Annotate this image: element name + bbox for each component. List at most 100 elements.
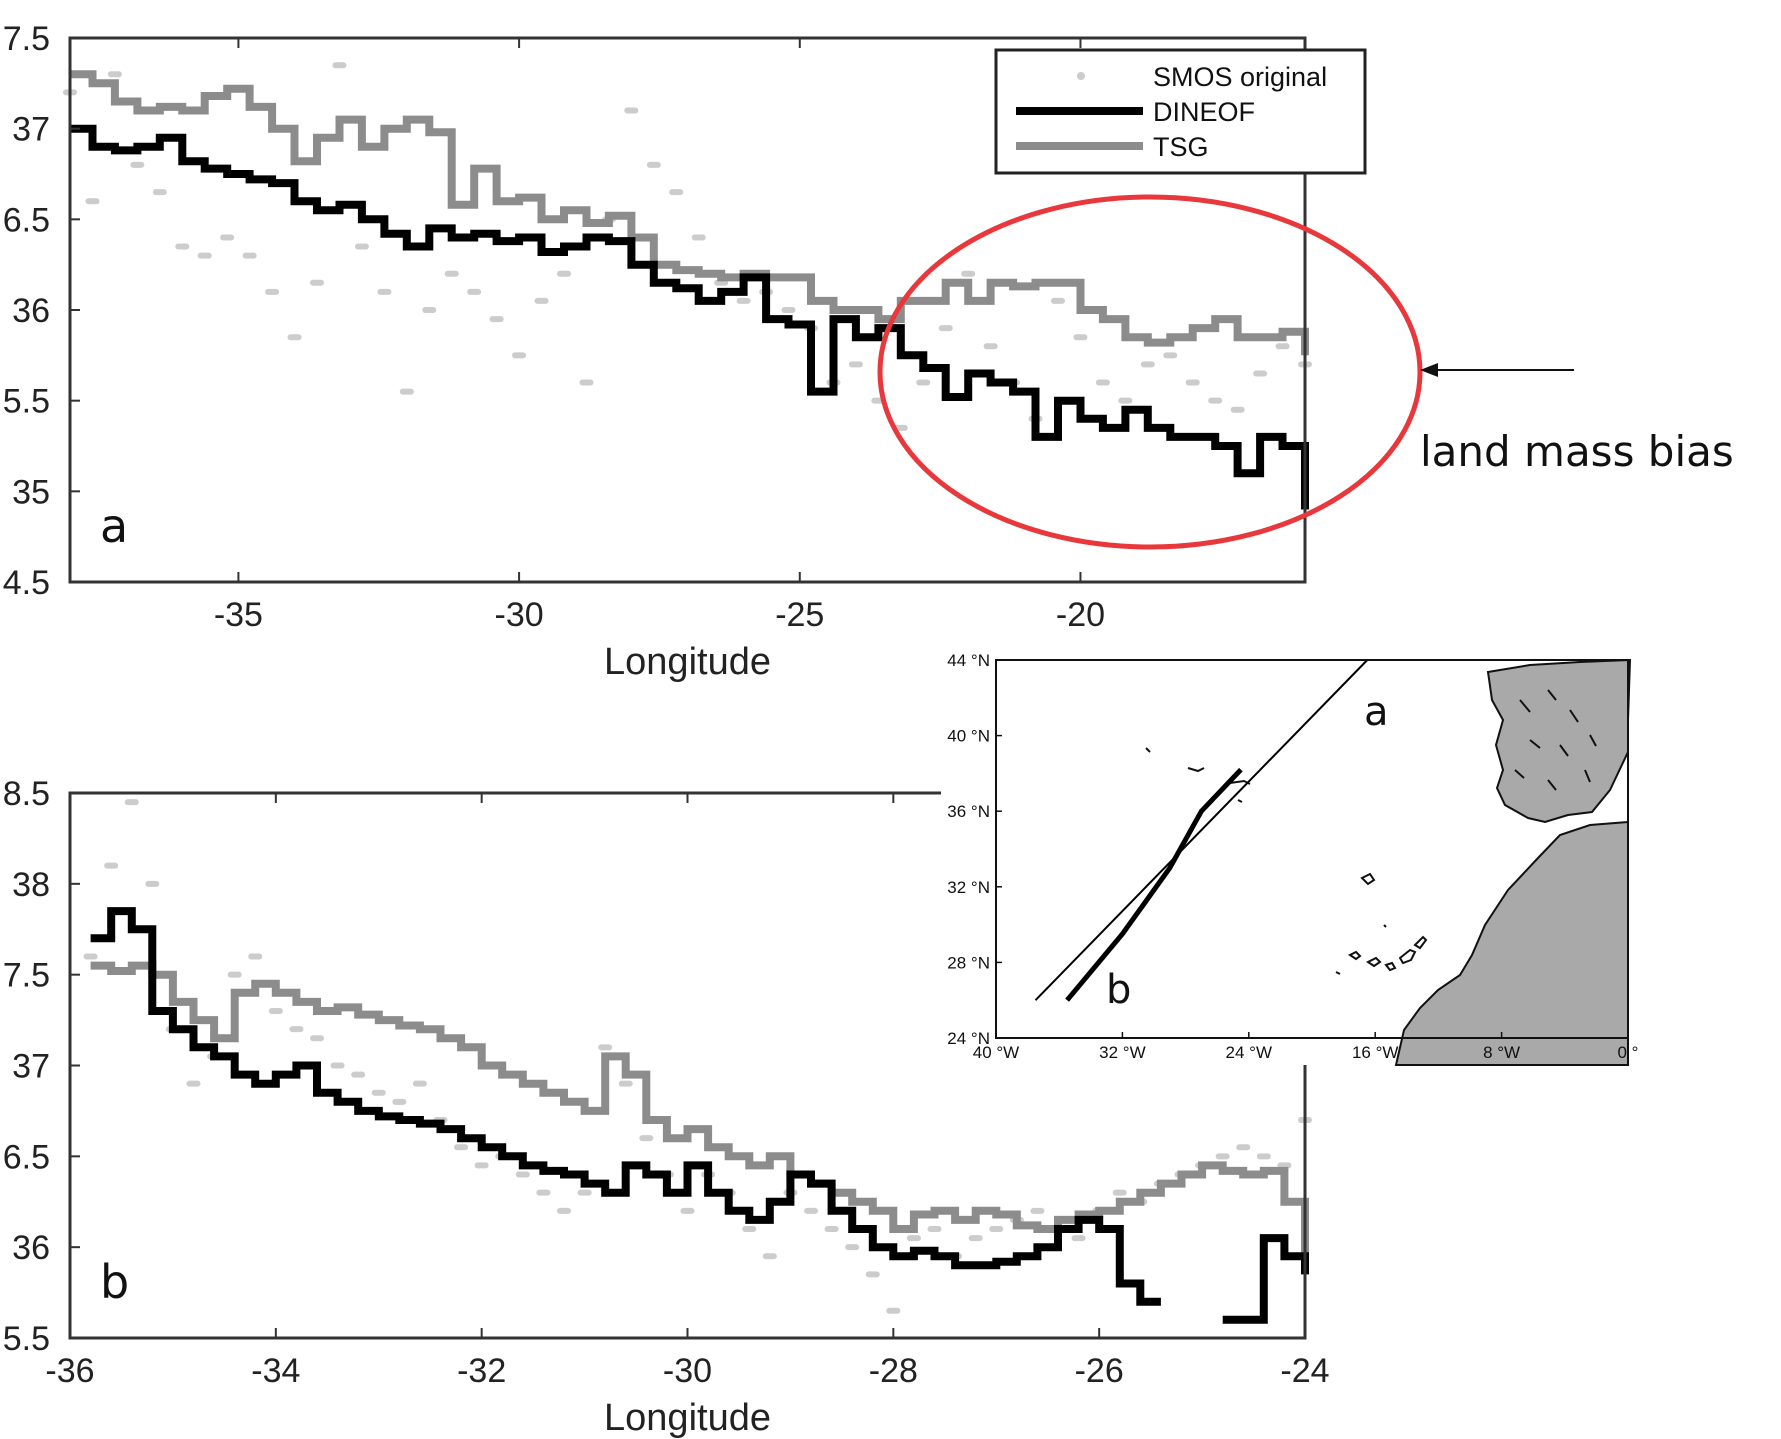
b-smos-point	[145, 880, 160, 887]
panel-b-dineof-line	[90, 907, 1309, 1324]
a-y-tick-label: 5.5	[3, 383, 50, 421]
map-y-tick-label: 32 °N	[947, 878, 990, 897]
b-y-tick-label: 5.5	[3, 1320, 50, 1358]
b-smos-point	[618, 1080, 633, 1087]
b-smos-point	[248, 953, 263, 960]
map-y-tick-label: 28 °N	[947, 953, 990, 972]
africa-landmass	[1394, 820, 1629, 1066]
a-smos-point	[646, 161, 661, 168]
b-smos-point	[680, 1207, 695, 1214]
b-smos-point	[886, 1307, 901, 1314]
a-x-tick-label: -20	[1056, 596, 1105, 634]
a-smos-point	[1208, 397, 1223, 404]
b-x-tick-label: -36	[45, 1352, 94, 1390]
b-smos-point	[330, 1062, 345, 1069]
a-smos-point	[624, 107, 639, 114]
a-smos-point	[175, 243, 190, 250]
map-frame	[995, 659, 1629, 1039]
panel-b-x-ticks: -36 -34 -32 -30 -28 -26 -24	[45, 793, 1330, 1390]
map-land	[1145, 658, 1632, 1066]
a-smos-point	[1275, 343, 1290, 350]
a-smos-point	[1253, 370, 1268, 377]
a-y-tick-label: 4.5	[3, 564, 50, 602]
legend-tsg-label: TSG	[1153, 132, 1209, 162]
legend-smos-label: SMOS original	[1153, 62, 1327, 92]
b-smos-point	[186, 1080, 201, 1087]
land-mass-bias-ellipse	[877, 194, 1423, 550]
a-smos-point	[220, 234, 235, 241]
legend: SMOS original DINEOF TSG	[994, 48, 1367, 175]
b-smos-point	[83, 953, 98, 960]
land-mass-bias-label: land mass bias	[1420, 427, 1734, 476]
map-y-tick-label: 44 °N	[947, 651, 990, 670]
map-x-tick-label: 16 °W	[1352, 1043, 1398, 1062]
b-y-tick-label: 7.5	[3, 957, 50, 995]
b-smos-point	[927, 1226, 942, 1232]
a-smos-point	[85, 198, 100, 205]
a-smos-point	[512, 352, 527, 359]
a-smos-point	[781, 307, 796, 313]
b-y-tick-label: 37	[12, 1048, 50, 1086]
b-smos-point	[268, 1008, 283, 1014]
map-x-tick-label: 8 °W	[1483, 1043, 1520, 1062]
a-smos-point	[938, 325, 953, 332]
a-smos-point	[1051, 297, 1065, 304]
b-smos-point	[454, 1144, 469, 1151]
a-smos-point	[265, 288, 280, 295]
a-smos-point	[1185, 379, 1200, 386]
panel-a-x-ticks: -35 -30 -25 -20	[214, 38, 1105, 634]
b-smos-point	[1071, 1235, 1086, 1242]
a-smos-point	[579, 379, 594, 386]
a-smos-point	[848, 361, 863, 368]
panel-a-x-axis-label: Longitude	[604, 641, 771, 683]
b-x-tick-label: -24	[1280, 1352, 1329, 1390]
a-smos-point	[983, 343, 998, 350]
a-x-tick-label: -25	[775, 596, 824, 634]
a-smos-point	[1140, 361, 1155, 368]
legend-smos-marker	[1077, 72, 1085, 80]
a-y-tick-label: 35	[12, 473, 50, 511]
a-smos-point	[197, 252, 212, 259]
map-x-tick-label: 0 °	[1618, 1043, 1639, 1062]
map-y-ticks: 24 °N 28 °N 32 °N 36 °N 40 °N 44 °N	[947, 651, 1002, 1048]
b-x-tick-label: -32	[457, 1352, 506, 1390]
a-smos-point	[332, 62, 347, 69]
legend-dineof-label: DINEOF	[1153, 97, 1255, 127]
b-y-tick-label: 6.5	[3, 1138, 50, 1176]
panel-a-y-ticks: 4.5 35 5.5 36 6.5 37 7.5	[3, 20, 80, 602]
b-smos-point	[351, 1071, 366, 1078]
b-smos-point	[845, 1244, 860, 1251]
map-y-tick-label: 24 °N	[947, 1029, 990, 1048]
a-smos-point	[354, 243, 369, 250]
map-track-a	[1034, 659, 1369, 1001]
a-smos-point	[152, 189, 167, 196]
b-smos-point	[371, 1089, 386, 1096]
land-mass-bias-arrow-head	[1420, 363, 1438, 377]
map-x-tick-label: 40 °W	[973, 1043, 1019, 1062]
a-smos-point	[107, 71, 122, 78]
b-smos-point	[557, 1207, 571, 1214]
map-y-tick-label: 40 °N	[947, 727, 990, 746]
b-smos-point	[392, 1098, 407, 1105]
b-smos-point	[742, 1226, 757, 1232]
a-smos-point	[467, 288, 482, 295]
a-y-tick-label: 36	[12, 292, 50, 330]
a-smos-point	[736, 297, 751, 304]
b-smos-point	[824, 1226, 839, 1232]
map-x-tick-label: 24 °W	[1226, 1043, 1272, 1062]
panel-b: -36 -34 -32 -30 -28 -26 -24 5.5 36 6.5 37 7.5 38 8.5…	[3, 775, 1330, 1439]
b-smos-point	[968, 1235, 983, 1242]
map-track-b	[1065, 767, 1243, 1002]
a-smos-point	[444, 270, 459, 277]
a-y-tick-label: 37	[12, 111, 50, 149]
a-smos-point	[1163, 352, 1178, 359]
a-smos-point	[916, 379, 931, 386]
b-smos-point	[1256, 1153, 1271, 1160]
map-track-a-label: a	[1364, 689, 1389, 735]
a-smos-point	[310, 279, 324, 286]
b-smos-point	[536, 1189, 551, 1196]
b-smos-point	[289, 1026, 304, 1033]
b-y-tick-label: 36	[12, 1229, 50, 1267]
a-smos-point	[1073, 334, 1088, 341]
b-smos-point	[124, 799, 139, 806]
